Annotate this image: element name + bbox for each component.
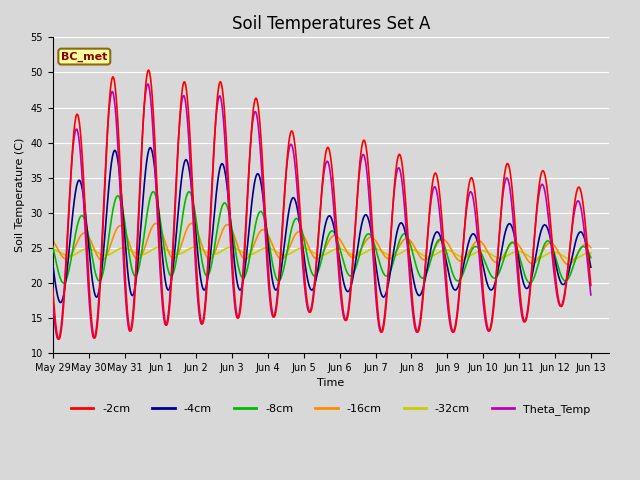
Theta_Temp xyxy=(49,299,56,304)
Line: -32cm: -32cm xyxy=(52,247,591,260)
-4cm xyxy=(372,261,380,266)
-16cm xyxy=(372,238,380,243)
Theta_Temp xyxy=(255,126,262,132)
-8cm xyxy=(399,232,407,238)
-8cm xyxy=(451,275,458,281)
-4cm xyxy=(147,145,154,151)
-16cm xyxy=(451,252,458,258)
-32cm xyxy=(451,250,458,256)
-2cm xyxy=(372,279,380,285)
Line: -16cm: -16cm xyxy=(52,223,591,264)
Theta_Temp xyxy=(144,81,152,87)
-8cm xyxy=(49,243,56,249)
-2cm xyxy=(145,67,152,73)
-4cm xyxy=(587,264,595,270)
-16cm xyxy=(147,228,154,233)
-4cm xyxy=(57,300,65,305)
-8cm xyxy=(587,255,595,261)
Legend: -2cm, -4cm, -8cm, -16cm, -32cm, Theta_Temp: -2cm, -4cm, -8cm, -16cm, -32cm, Theta_Te… xyxy=(67,400,595,420)
-2cm xyxy=(399,168,407,174)
-8cm xyxy=(372,246,380,252)
-4cm xyxy=(147,145,155,151)
Y-axis label: Soil Temperature (C): Soil Temperature (C) xyxy=(15,138,25,252)
-2cm xyxy=(492,286,499,292)
-16cm xyxy=(564,262,572,267)
-16cm xyxy=(492,259,499,265)
-32cm xyxy=(147,248,154,254)
Theta_Temp xyxy=(451,326,458,332)
-8cm xyxy=(149,189,157,194)
-16cm xyxy=(188,220,195,226)
-2cm xyxy=(255,107,262,113)
Text: BC_met: BC_met xyxy=(61,51,108,62)
-4cm xyxy=(492,279,499,285)
Theta_Temp xyxy=(492,282,499,288)
Line: Theta_Temp: Theta_Temp xyxy=(52,84,591,339)
-16cm xyxy=(587,245,595,251)
-4cm xyxy=(399,222,407,228)
Line: -2cm: -2cm xyxy=(52,70,591,339)
Line: -4cm: -4cm xyxy=(52,148,591,302)
Line: -8cm: -8cm xyxy=(52,192,591,283)
Theta_Temp xyxy=(587,292,595,298)
-32cm xyxy=(492,254,499,260)
-32cm xyxy=(191,244,199,250)
-8cm xyxy=(60,280,67,286)
-8cm xyxy=(147,193,154,199)
-2cm xyxy=(55,336,63,342)
-32cm xyxy=(255,248,262,254)
-2cm xyxy=(147,77,155,83)
-32cm xyxy=(568,257,576,263)
Theta_Temp xyxy=(399,187,407,192)
-16cm xyxy=(49,238,56,243)
X-axis label: Time: Time xyxy=(317,378,344,388)
-4cm xyxy=(49,261,56,267)
Theta_Temp xyxy=(147,97,155,103)
-16cm xyxy=(255,231,262,237)
-4cm xyxy=(255,171,262,177)
-16cm xyxy=(399,238,406,244)
Theta_Temp xyxy=(372,292,380,298)
-2cm xyxy=(587,283,595,288)
-32cm xyxy=(587,250,595,256)
-4cm xyxy=(451,287,458,293)
-32cm xyxy=(372,246,380,252)
-8cm xyxy=(255,211,262,216)
-2cm xyxy=(49,285,56,291)
-32cm xyxy=(399,249,406,255)
Title: Soil Temperatures Set A: Soil Temperatures Set A xyxy=(232,15,430,33)
-32cm xyxy=(49,247,56,252)
-8cm xyxy=(492,275,499,281)
Theta_Temp xyxy=(54,336,62,342)
-2cm xyxy=(451,328,458,334)
